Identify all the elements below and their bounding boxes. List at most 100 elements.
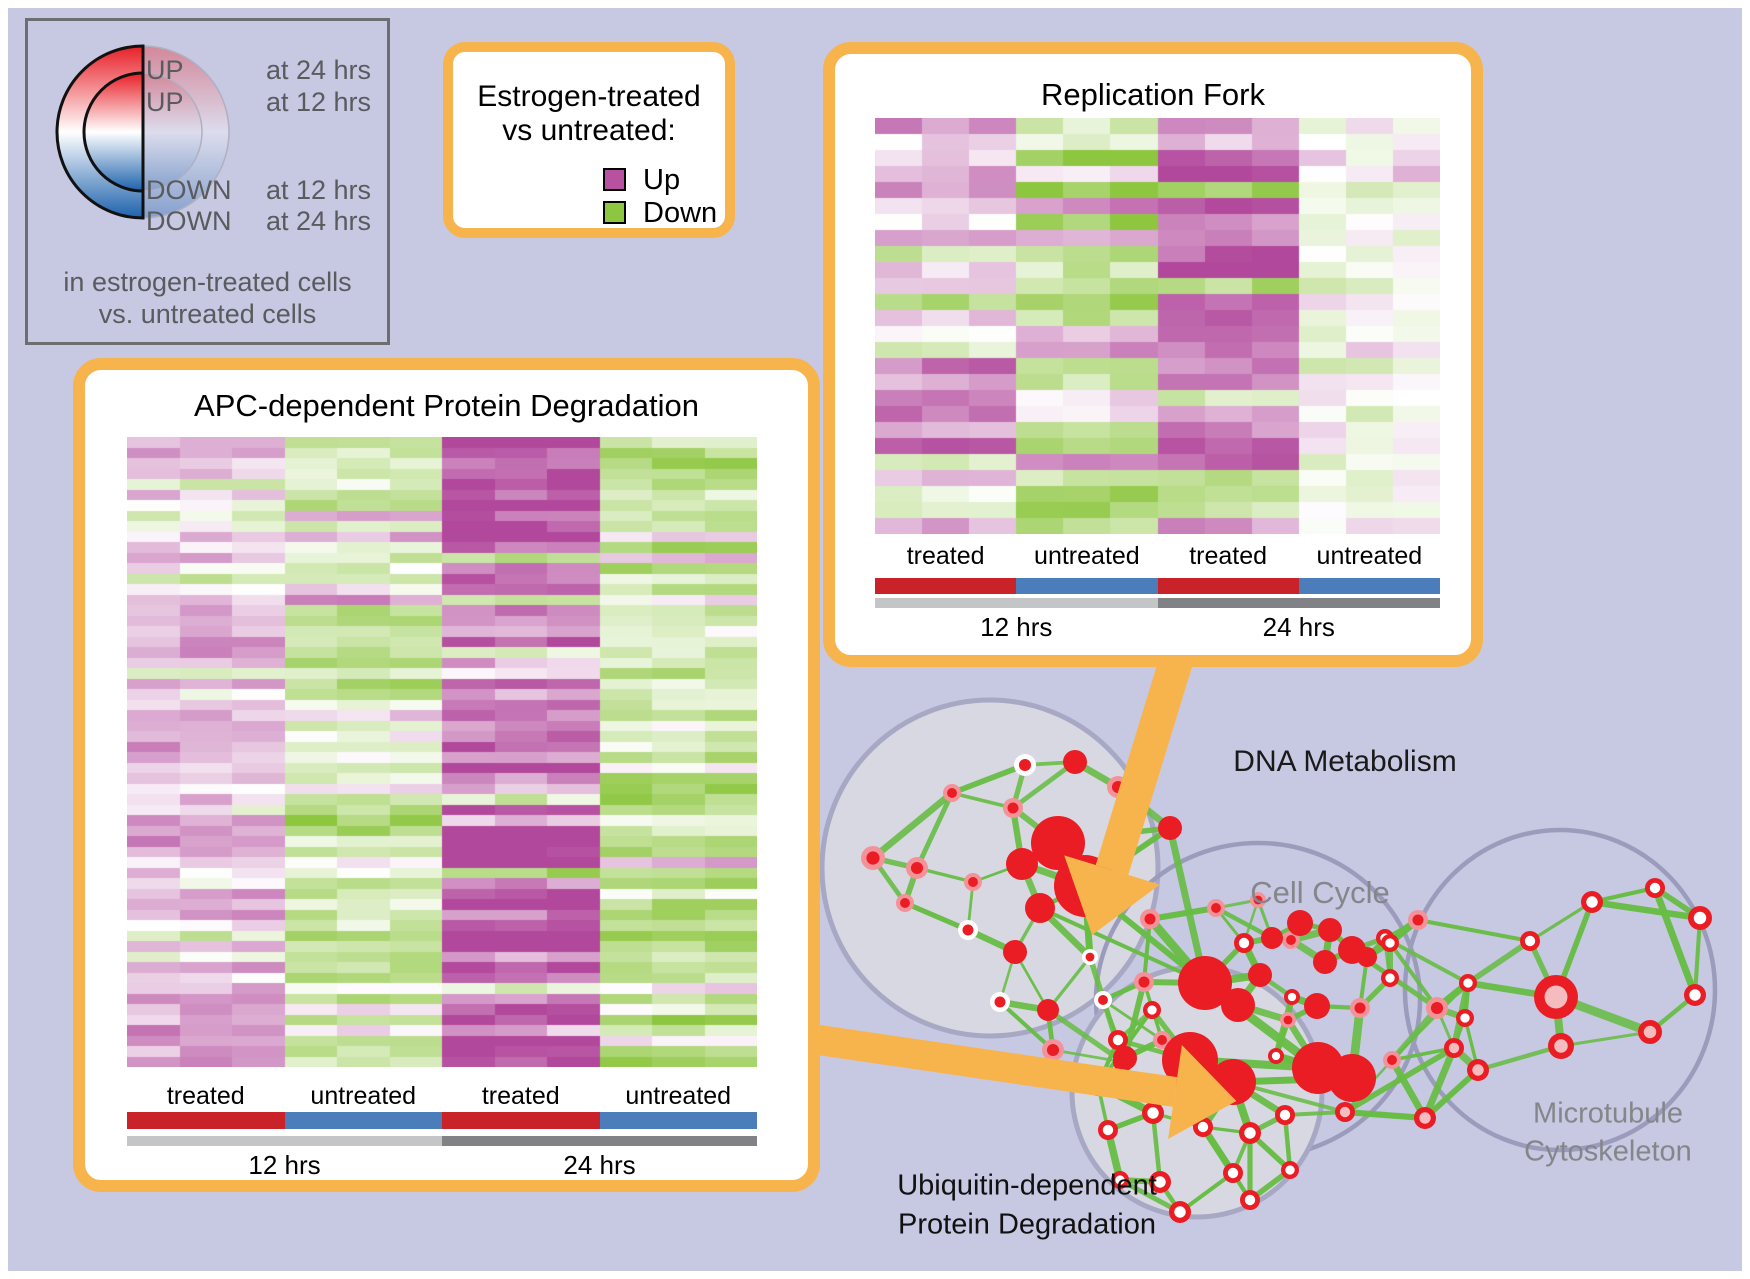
ring-legend-time: at 24 hrs [265, 206, 371, 236]
network-edge [914, 791, 955, 870]
replication-fork-heatmap [875, 118, 1440, 534]
untreated-bar [1298, 578, 1440, 594]
gene-node-ring-center [1463, 978, 1473, 988]
gene-node-solid [1304, 993, 1330, 1019]
gene-node-ring-center [1115, 1175, 1125, 1185]
connector-arrow-shaft [802, 1023, 1178, 1107]
gene-node-core [1046, 1043, 1060, 1057]
cluster-label: Ubiquitin-dependent [897, 1169, 1157, 1202]
gene-node-core [968, 877, 978, 887]
gene-node-core [900, 898, 910, 908]
network-edge [1591, 898, 1701, 922]
gene-node-core [1286, 935, 1296, 945]
time-label: 12 hrs [248, 1150, 321, 1180]
network-edge [1388, 941, 1439, 1010]
ring-legend-footer-line2: vs. untreated cells [98, 299, 317, 329]
ring-legend-row: DOWN at 24 hrs [28, 206, 387, 236]
cluster-label: DNA Metabolism [1233, 745, 1457, 778]
connector-arrow-head [1168, 1045, 1237, 1139]
network-edge [1011, 760, 1077, 810]
gene-node-ring-center [1649, 882, 1661, 894]
apc-degradation-title: APC-dependent Protein Degradation [194, 388, 699, 423]
group-label: treated [166, 1082, 245, 1110]
ring-legend-direction: DOWN [146, 206, 232, 236]
cluster-label: Cell Cycle [1250, 875, 1390, 910]
up-label: Up [643, 164, 681, 196]
gene-node-solid [1287, 910, 1313, 936]
gene-node-ring-center [1693, 911, 1707, 925]
gene-node-core [1430, 1001, 1444, 1015]
network-edge [1529, 900, 1593, 943]
untreated-bar [599, 1112, 757, 1129]
hours-12-bar [127, 1136, 442, 1146]
apc-degradation-panel: APC-dependent Protein Degradation treate… [73, 358, 820, 1192]
gene-node-solid [1292, 1042, 1344, 1094]
gene-node-core [1211, 903, 1221, 913]
connector-arrow-head [1064, 855, 1160, 935]
network-edge [1046, 955, 1092, 1012]
gene-node-core [1157, 1035, 1167, 1045]
group-label: untreated [1316, 542, 1423, 570]
gene-node-core [1138, 976, 1150, 988]
gene-node-ring-center [1271, 1051, 1281, 1061]
gene-node-ring-center [1339, 1106, 1351, 1118]
gene-node-ring-center [1689, 989, 1701, 1001]
ring-legend-row: DOWN at 12 hrs [28, 175, 387, 205]
gene-node-ring-center [1554, 1039, 1568, 1053]
gene-node-ring-center [1544, 985, 1568, 1009]
down-label: Down [643, 197, 718, 229]
gene-node-core [994, 996, 1006, 1008]
gene-node-solid [1006, 848, 1038, 880]
network-edge [1118, 1177, 1182, 1215]
cluster-label: Protein Degradation [898, 1208, 1156, 1241]
dna-cluster-circle [819, 697, 1161, 1039]
network-edge [998, 1000, 1055, 1052]
gene-node-ring-center [1419, 1112, 1431, 1124]
gene-node-ring-center [1460, 1013, 1470, 1023]
network-edge [1344, 1109, 1426, 1121]
ring-legend-direction: UP [146, 87, 184, 117]
cluster-label: Microtubule [1533, 1097, 1683, 1130]
hours-24-bar [1157, 598, 1440, 608]
hours-12-bar [875, 598, 1158, 608]
gene-node-ring-center [1385, 938, 1395, 948]
network-edge [1651, 886, 1699, 997]
group-label: untreated [1034, 542, 1140, 570]
time-label: 12 hrs [980, 612, 1053, 642]
network-edge [1421, 1046, 1458, 1120]
treated-bar [442, 1112, 600, 1129]
gene-node-solid [1261, 927, 1283, 949]
replication-fork-panel: Replication Fork treated untreated treated… [823, 42, 1483, 667]
network-edge [1423, 1068, 1480, 1120]
untreated-bar [1016, 578, 1158, 594]
network-edge [1692, 917, 1703, 996]
gene-node-core [1098, 995, 1108, 1005]
time-label: 24 hrs [563, 1150, 636, 1180]
gene-node-core [1007, 802, 1019, 814]
gene-node-core [1387, 1055, 1397, 1065]
estrogen-legend-title-line1: Estrogen-treated [477, 80, 701, 113]
group-label: treated [481, 1082, 560, 1110]
gene-node-ring-center [1112, 1034, 1124, 1046]
network-edge [950, 762, 1027, 796]
gene-node-solid [1025, 893, 1055, 923]
time-label: 24 hrs [1262, 612, 1335, 642]
ring-legend-time: at 12 hrs [265, 175, 371, 205]
gene-node-ring-center [1279, 1109, 1291, 1121]
gene-node-core [1412, 914, 1424, 926]
ring-legend-time: at 24 hrs [265, 55, 371, 85]
gene-node-solid [1031, 816, 1085, 870]
untreated-bar [284, 1112, 442, 1129]
network-edge [1284, 1110, 1346, 1117]
gene-node-ring-center [1102, 1124, 1114, 1136]
updown-ring-diagram [55, 44, 230, 220]
gene-node-ring-center [1472, 1064, 1484, 1076]
gene-node-solid [1037, 999, 1059, 1021]
network-edge [903, 900, 970, 933]
gene-node-ring-center [1385, 973, 1395, 983]
treated-bar [127, 1112, 285, 1129]
network-edge [1149, 904, 1217, 923]
gene-node-ring-center [1147, 1107, 1159, 1119]
gene-node-ring-center [1154, 1176, 1166, 1188]
